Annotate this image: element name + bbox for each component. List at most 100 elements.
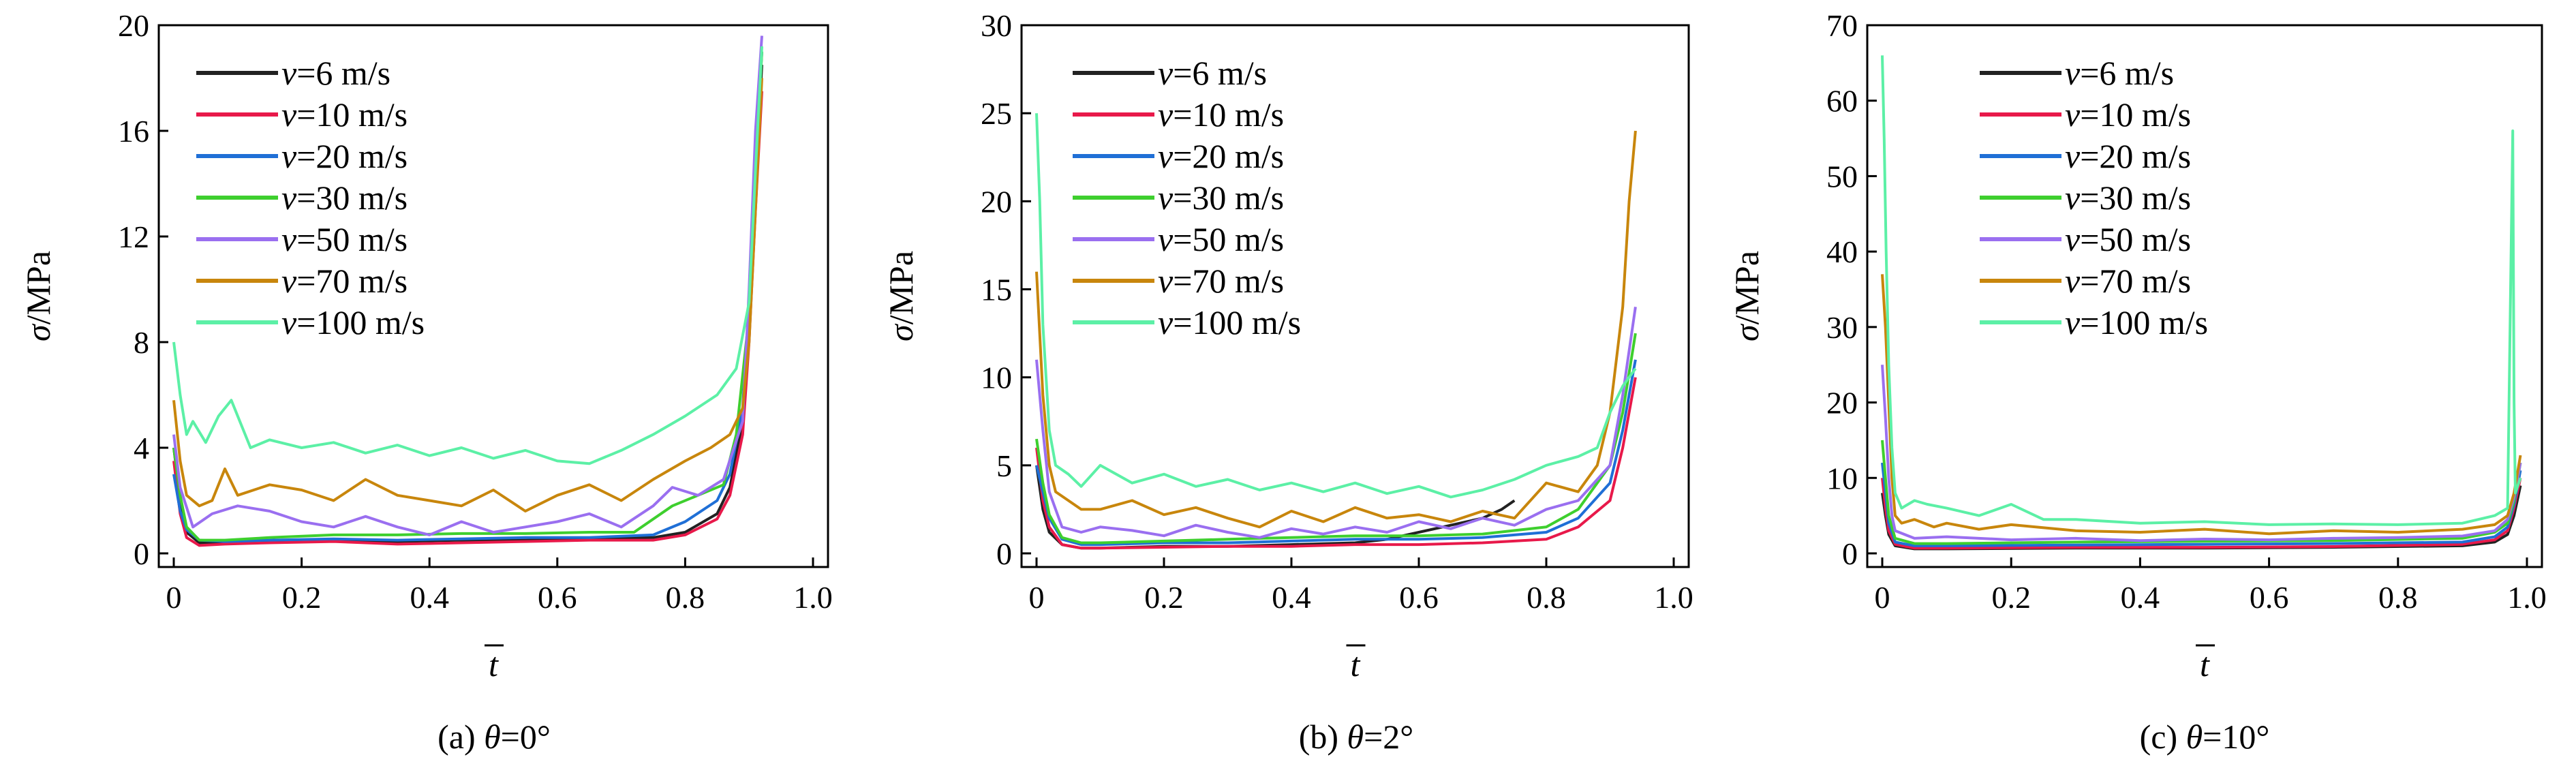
legend-entry: v=100 m/s <box>2065 303 2208 341</box>
series-group <box>172 35 763 547</box>
y-tick-label: 60 <box>1826 84 1858 119</box>
x-axis-label: t <box>489 645 499 684</box>
legend-label: =6 m/s <box>2080 54 2174 92</box>
series-line-v-20-m-s <box>1881 462 2522 547</box>
caption-symbol: θ <box>1347 718 1364 756</box>
x-tick-label: 0.6 <box>2250 580 2289 615</box>
legend-entry: v=20 m/s <box>2065 137 2191 175</box>
series-line-v-10-m-s <box>1881 477 2522 550</box>
legend-entry: v=6 m/s <box>1158 54 1267 92</box>
x-axis-label: t <box>2200 645 2210 684</box>
legend-entry: v=10 m/s <box>281 95 408 134</box>
y-axis-symbol: σ <box>1728 323 1766 341</box>
x-tick-label: 0.6 <box>1399 580 1439 615</box>
series-line-v-30-m-s <box>1035 333 1637 545</box>
legend-entry: v=6 m/s <box>281 54 390 92</box>
series-line-v-50-m-s <box>172 35 763 536</box>
legend-symbol: v <box>2065 179 2081 217</box>
legend-symbol: v <box>1158 262 1174 300</box>
x-tick-label: 0.4 <box>1272 580 1311 615</box>
legend-symbol: v <box>2065 262 2081 300</box>
y-tick-label: 25 <box>981 96 1012 131</box>
series-line-v-10-m-s <box>1035 377 1637 550</box>
legend-label: =50 m/s <box>296 220 408 258</box>
legend-label: =6 m/s <box>296 54 390 92</box>
legend-symbol: v <box>1158 303 1174 341</box>
legend-symbol: v <box>1158 95 1174 134</box>
x-tick-label: 0 <box>1875 580 1890 615</box>
legend-label: =30 m/s <box>2080 179 2191 217</box>
legend-entry: v=30 m/s <box>2065 179 2191 217</box>
x-axis-label: t <box>1351 645 1361 684</box>
x-tick-label: 0.2 <box>1144 580 1184 615</box>
plot-frame <box>1020 24 1690 568</box>
legend-entry: v=20 m/s <box>281 137 408 175</box>
y-axis-label: σ/MPa <box>19 251 57 341</box>
legend-symbol: v <box>1158 220 1174 258</box>
x-tick-label: 0.8 <box>666 580 705 615</box>
legend-symbol: v <box>2065 137 2081 175</box>
x-tick-label: 0.8 <box>2378 580 2418 615</box>
y-tick-label: 30 <box>981 8 1012 43</box>
series-line-v-50-m-s <box>1881 365 2522 542</box>
legend-label: =50 m/s <box>2080 220 2191 258</box>
x-tick-label: 0 <box>166 580 182 615</box>
legend-label: =10 m/s <box>1173 95 1284 134</box>
panel-caption: (c) θ=10° <box>2140 718 2270 756</box>
legend-symbol: v <box>281 137 297 175</box>
legend-symbol: v <box>2065 54 2081 92</box>
y-tick-label: 5 <box>996 448 1012 483</box>
x-tick-label: 0.6 <box>538 580 577 615</box>
x-tick-label: 0 <box>1029 580 1045 615</box>
legend-entry: v=6 m/s <box>2065 54 2174 92</box>
legend-entry: v=20 m/s <box>1158 137 1284 175</box>
legend-entry: v=10 m/s <box>1158 95 1284 134</box>
legend-symbol: v <box>281 262 297 300</box>
chart-panel-3: 0 10 20 30 40 50 60 70 0 0.2 0.4 0.6 0.8 1.0 σ/MPa t (c)… <box>1728 8 2547 756</box>
legend: v=6 m/sv=10 m/sv=20 m/sv=30 m/sv=50 m/sv… <box>1980 54 2208 341</box>
y-tick-label: 0 <box>134 536 149 571</box>
x-tick-label: 0.2 <box>282 580 322 615</box>
legend-label: =70 m/s <box>296 262 408 300</box>
caption-value: =2° <box>1364 718 1413 756</box>
legend-label: =70 m/s <box>2080 262 2191 300</box>
legend-symbol: v <box>281 95 297 134</box>
legend-label: =30 m/s <box>1173 179 1284 217</box>
caption-prefix: (c) <box>2140 718 2186 756</box>
legend-symbol: v <box>281 220 297 258</box>
legend-label: =70 m/s <box>1173 262 1284 300</box>
legend-label: =20 m/s <box>1173 137 1284 175</box>
x-tick-label: 1.0 <box>1654 580 1693 615</box>
y-tick-label: 50 <box>1826 159 1858 194</box>
y-tick-label: 20 <box>981 184 1012 219</box>
y-tick-label: 30 <box>1826 310 1858 345</box>
series-line-v-70-m-s <box>1881 274 2522 536</box>
legend-symbol: v <box>281 54 297 92</box>
x-tick-label: 1.0 <box>793 580 833 615</box>
x-tick-label: 0.4 <box>410 580 449 615</box>
legend-symbol: v <box>281 179 297 217</box>
x-tick-label: 0.8 <box>1527 580 1566 615</box>
legend-entry: v=50 m/s <box>2065 220 2191 258</box>
y-tick-label: 0 <box>1842 536 1858 571</box>
legend-entry: v=30 m/s <box>281 179 408 217</box>
y-tick-label: 4 <box>134 431 149 465</box>
y-axis-label: σ/MPa <box>882 251 920 341</box>
x-tick-label: 1.0 <box>2507 580 2547 615</box>
legend-label: =100 m/s <box>296 303 425 341</box>
legend-entry: v=50 m/s <box>1158 220 1284 258</box>
legend-symbol: v <box>2065 95 2081 134</box>
legend-entry: v=100 m/s <box>281 303 425 341</box>
y-tick-label: 10 <box>981 361 1012 395</box>
legend-symbol: v <box>1158 179 1174 217</box>
y-axis-symbol: σ <box>882 323 920 341</box>
legend-label: =50 m/s <box>1173 220 1284 258</box>
legend-entry: v=50 m/s <box>281 220 408 258</box>
legend-label: =10 m/s <box>296 95 408 134</box>
series-line-v-100-m-s <box>1881 55 2522 526</box>
y-axis-unit: /MPa <box>19 251 57 324</box>
